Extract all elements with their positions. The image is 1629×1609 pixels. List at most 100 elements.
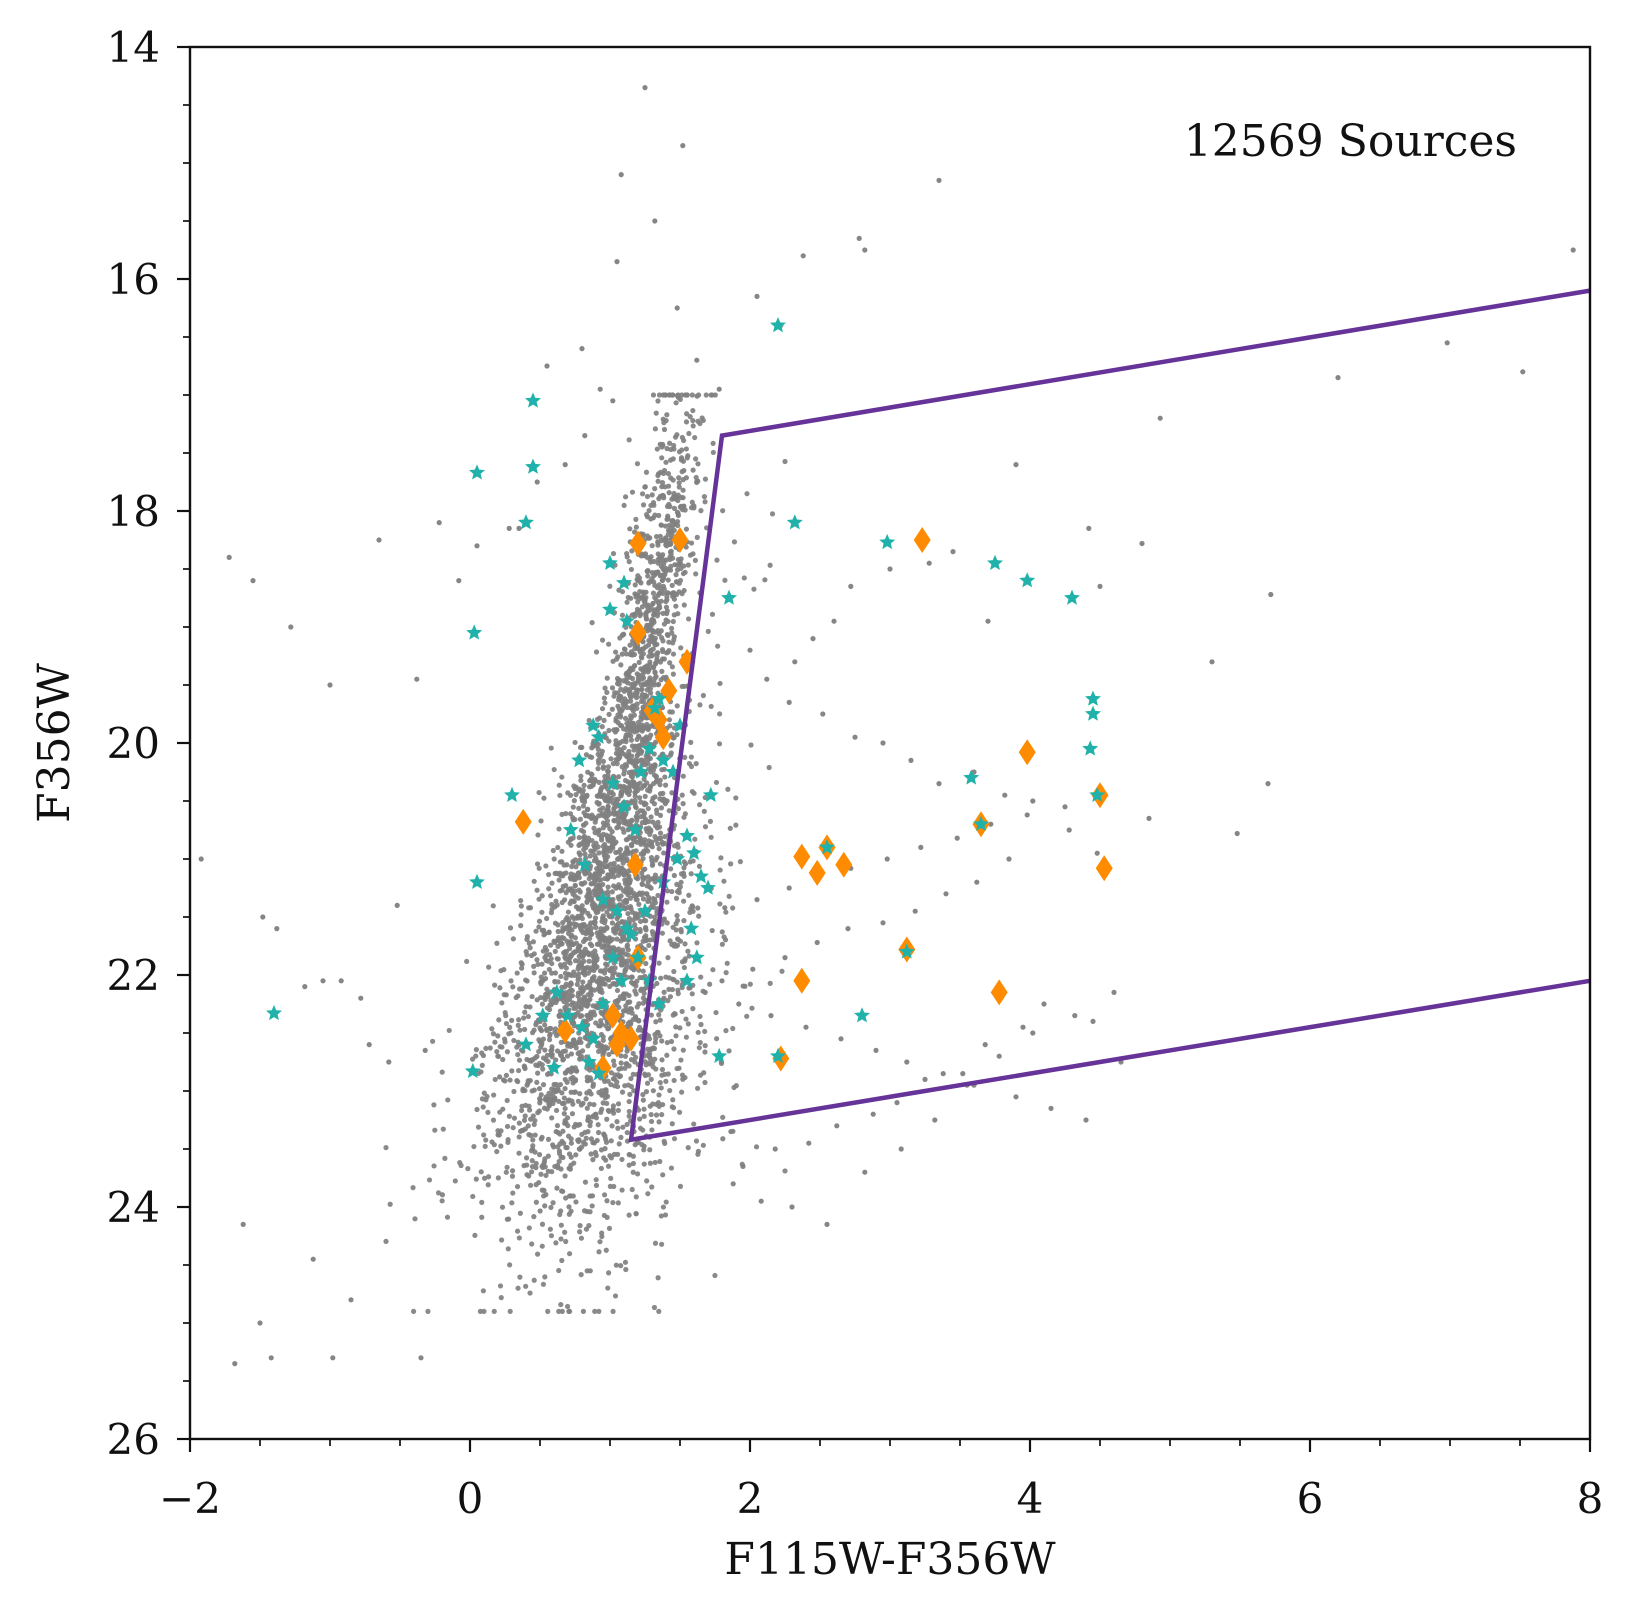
star-source-point: [688, 949, 705, 965]
background-source-point: [575, 1137, 581, 1143]
background-source-point: [848, 583, 854, 590]
background-source-point: [922, 1076, 928, 1082]
background-source-point: [523, 949, 529, 955]
background-source-point: [612, 866, 618, 873]
background-source-point: [679, 447, 685, 453]
background-source-point: [632, 1014, 638, 1020]
background-source-point: [604, 1100, 610, 1107]
background-source-point: [430, 1038, 436, 1044]
background-source-point: [654, 825, 660, 831]
background-source-point: [592, 915, 599, 921]
background-source-point: [358, 995, 364, 1001]
background-source-point: [894, 1100, 900, 1106]
background-source-point: [640, 850, 646, 857]
background-source-point: [426, 1177, 433, 1183]
background-source-point: [637, 1125, 644, 1131]
background-source-point: [622, 715, 629, 721]
background-source-point: [696, 1045, 702, 1051]
background-source-point: [640, 715, 646, 721]
background-source-point: [522, 1087, 528, 1094]
background-source-point: [606, 1025, 612, 1032]
background-source-point: [685, 453, 691, 459]
background-source-point: [626, 915, 633, 922]
background-source-point: [612, 926, 618, 932]
background-source-point: [607, 583, 613, 589]
background-source-point: [694, 393, 700, 399]
background-source-point: [573, 792, 579, 798]
background-source-point: [645, 842, 651, 848]
background-source-point: [680, 143, 686, 149]
background-source-point: [601, 1132, 607, 1138]
background-source-point: [630, 684, 636, 690]
background-source-point: [662, 1140, 668, 1146]
background-source-point: [694, 357, 700, 363]
background-source-point: [643, 512, 650, 518]
background-source-point: [688, 871, 694, 877]
background-source-point: [767, 980, 773, 986]
background-source-point: [629, 1186, 635, 1193]
background-source-point: [574, 981, 580, 987]
background-source-point: [602, 1095, 608, 1101]
background-source-point: [636, 672, 642, 678]
background-source-point: [685, 1021, 691, 1027]
background-source-point: [792, 659, 798, 665]
background-source-point: [1157, 415, 1163, 421]
background-source-point: [497, 1074, 503, 1080]
star-source-point: [770, 317, 786, 333]
background-source-point: [619, 865, 625, 871]
background-source-point: [596, 779, 602, 785]
star-source-point: [711, 1047, 728, 1063]
background-source-point: [658, 598, 664, 604]
background-source-point: [564, 914, 570, 921]
background-source-point: [663, 1078, 669, 1084]
background-source-point: [559, 1090, 565, 1096]
background-source-point: [499, 1204, 506, 1210]
background-source-point: [708, 703, 714, 710]
background-source-point: [516, 1134, 522, 1140]
background-source-point: [630, 835, 637, 841]
background-source-point: [668, 446, 674, 453]
background-source-point: [678, 929, 684, 935]
background-source-point: [581, 839, 587, 845]
background-source-point: [614, 681, 621, 687]
background-source-point: [709, 611, 716, 617]
background-source-point: [593, 1115, 600, 1121]
background-source-point: [579, 953, 585, 959]
y-tick-label: 20: [107, 719, 160, 768]
background-source-point: [661, 561, 667, 567]
background-source-point: [501, 992, 507, 998]
background-source-point: [590, 1140, 596, 1146]
background-source-point: [633, 848, 639, 854]
background-source-point: [702, 1028, 708, 1035]
background-source-point: [639, 722, 645, 728]
star-source-point: [518, 1036, 534, 1052]
background-source-point: [499, 1237, 505, 1243]
background-source-point: [479, 1062, 485, 1068]
background-source-point: [542, 1047, 548, 1053]
background-source-point: [605, 1163, 612, 1169]
background-source-point: [649, 622, 655, 628]
background-source-point: [936, 177, 942, 183]
background-source-point: [521, 1117, 528, 1123]
background-source-point: [472, 1232, 478, 1238]
background-source-point: [703, 392, 709, 398]
background-source-point: [492, 1076, 498, 1083]
background-source-point: [526, 1107, 533, 1113]
background-source-point: [558, 964, 565, 970]
background-source-point: [531, 1027, 537, 1033]
background-source-point: [655, 892, 661, 899]
background-source-point: [618, 1060, 624, 1066]
background-source-point: [686, 760, 693, 767]
background-source-point: [658, 1213, 664, 1219]
background-source-point: [640, 896, 647, 902]
background-source-point: [650, 1060, 656, 1066]
star-source-point: [518, 514, 534, 530]
background-source-point: [689, 991, 695, 997]
background-source-point: [552, 978, 558, 985]
background-source-point: [599, 706, 606, 712]
background-source-point: [611, 1110, 617, 1116]
background-source-point: [544, 986, 550, 992]
background-source-point: [527, 1004, 533, 1010]
background-source-point: [666, 808, 672, 814]
background-source-point: [665, 618, 671, 625]
